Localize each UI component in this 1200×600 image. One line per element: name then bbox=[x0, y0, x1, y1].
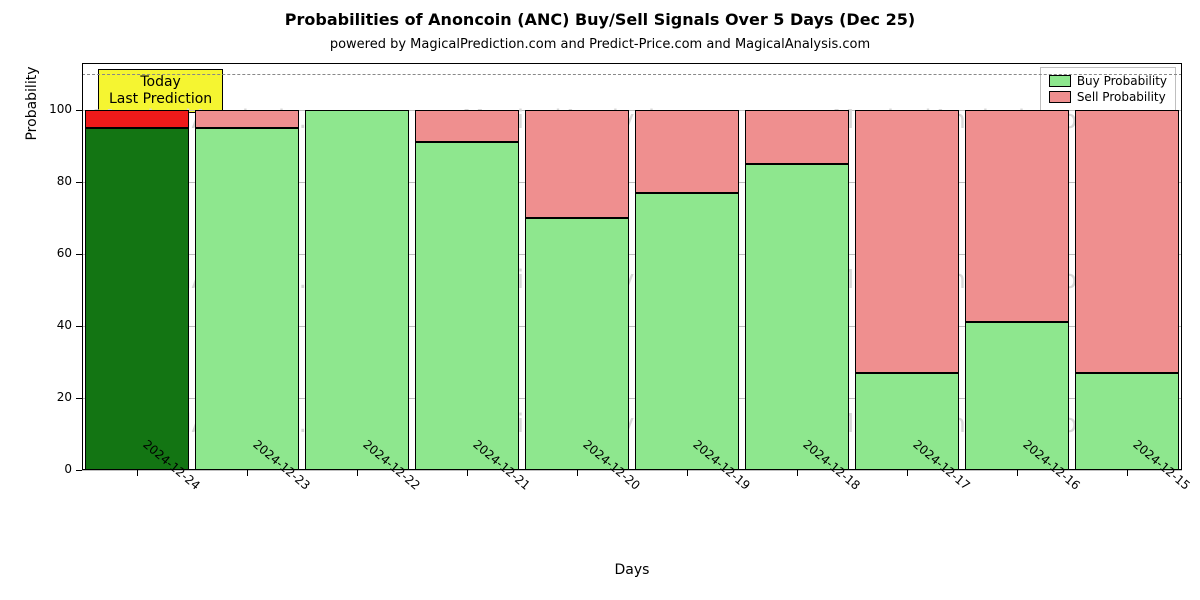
xtick-mark bbox=[797, 470, 798, 476]
xtick-mark bbox=[247, 470, 248, 476]
y-axis-label: Probability bbox=[24, 0, 40, 307]
bar-buy bbox=[745, 164, 848, 470]
xtick-mark bbox=[687, 470, 688, 476]
today-annotation: Today Last Prediction bbox=[98, 69, 223, 113]
legend-label: Sell Probability bbox=[1077, 90, 1166, 104]
ytick-mark bbox=[76, 470, 82, 471]
bar-buy bbox=[635, 193, 738, 470]
x-axis-label: Days bbox=[82, 562, 1182, 578]
xtick-mark bbox=[467, 470, 468, 476]
bar-sell bbox=[745, 110, 848, 164]
xtick-mark bbox=[357, 470, 358, 476]
bar-buy bbox=[855, 373, 958, 470]
bar-buy bbox=[965, 322, 1068, 470]
ytick-label: 40 bbox=[32, 318, 72, 332]
legend-swatch bbox=[1049, 75, 1071, 87]
legend-swatch bbox=[1049, 91, 1071, 103]
xtick-mark bbox=[137, 470, 138, 476]
bar-sell bbox=[525, 110, 628, 218]
xtick-mark bbox=[577, 470, 578, 476]
bar-buy bbox=[1075, 373, 1178, 470]
bar-sell bbox=[855, 110, 958, 373]
bar-buy bbox=[525, 218, 628, 470]
ytick-mark bbox=[76, 182, 82, 183]
chart-title: Probabilities of Anoncoin (ANC) Buy/Sell… bbox=[0, 10, 1200, 29]
bar-sell bbox=[1075, 110, 1178, 373]
ytick-mark bbox=[76, 326, 82, 327]
xtick-mark bbox=[907, 470, 908, 476]
bar-sell bbox=[415, 110, 518, 142]
ytick-mark bbox=[76, 398, 82, 399]
bar-buy bbox=[195, 128, 298, 470]
legend-label: Buy Probability bbox=[1077, 74, 1167, 88]
annotation-line1: Today bbox=[109, 74, 212, 91]
chart-subtitle: powered by MagicalPrediction.com and Pre… bbox=[0, 37, 1200, 52]
ytick-label: 60 bbox=[32, 246, 72, 260]
ytick-label: 0 bbox=[32, 462, 72, 476]
bar-buy bbox=[415, 142, 518, 470]
ytick-label: 20 bbox=[32, 390, 72, 404]
legend-item: Sell Probability bbox=[1049, 90, 1167, 104]
bar-sell bbox=[965, 110, 1068, 323]
ytick-mark bbox=[76, 110, 82, 111]
xtick-mark bbox=[1017, 470, 1018, 476]
bar-buy bbox=[85, 128, 188, 470]
bar-sell bbox=[635, 110, 738, 193]
bar-buy bbox=[305, 110, 408, 470]
bar-sell bbox=[85, 110, 188, 128]
bar-sell bbox=[195, 110, 298, 128]
ytick-label: 80 bbox=[32, 174, 72, 188]
legend-item: Buy Probability bbox=[1049, 74, 1167, 88]
ytick-label: 100 bbox=[32, 102, 72, 116]
annotation-line2: Last Prediction bbox=[109, 91, 212, 108]
ytick-mark bbox=[76, 254, 82, 255]
threshold-line bbox=[82, 74, 1182, 75]
xtick-mark bbox=[1127, 470, 1128, 476]
